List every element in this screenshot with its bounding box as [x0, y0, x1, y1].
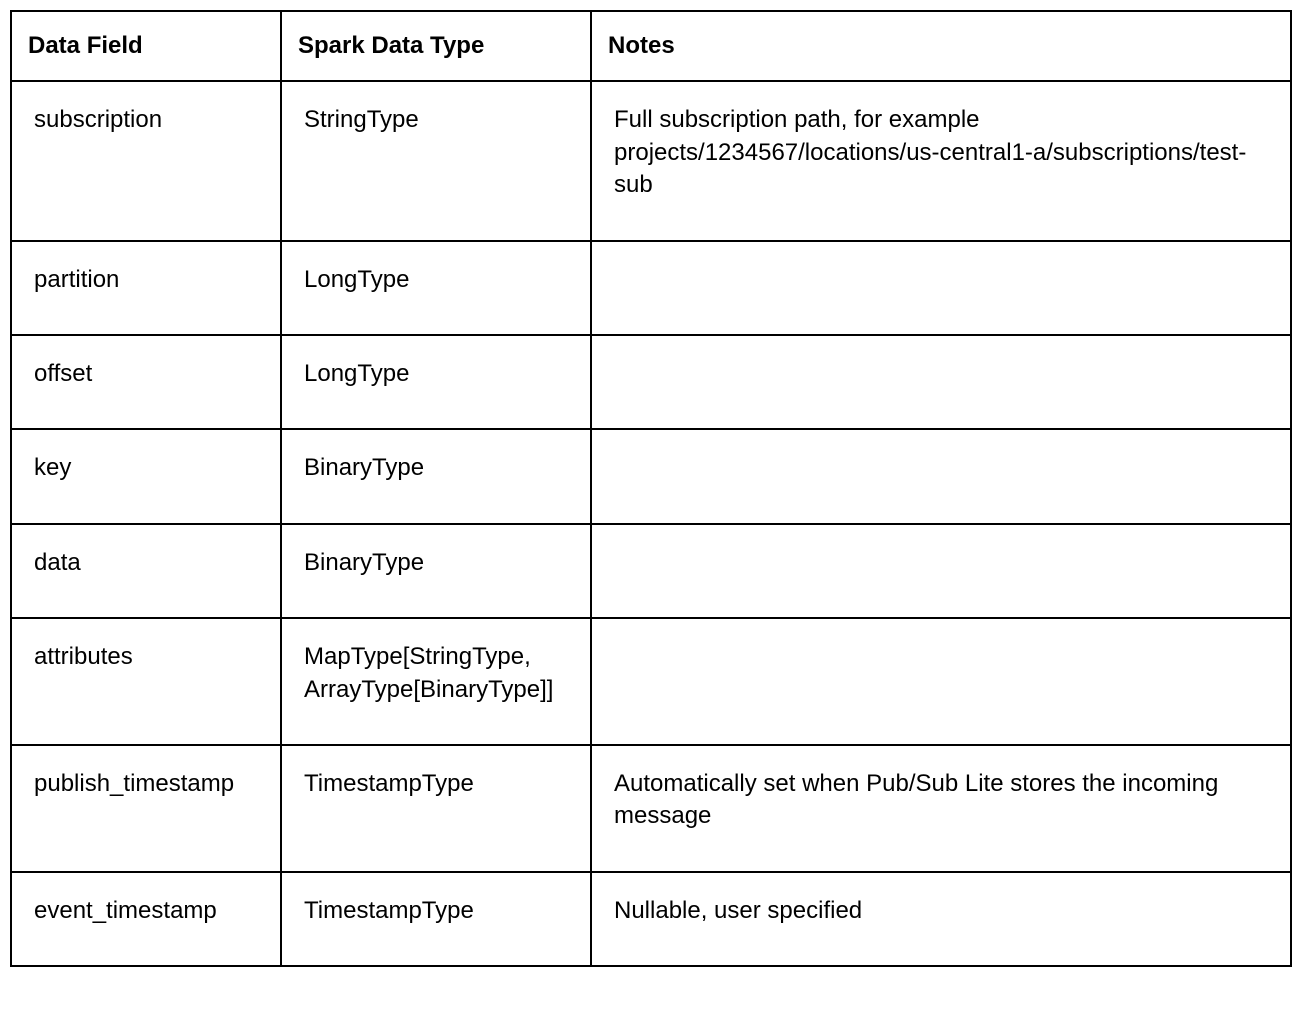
- table-header-row: Data Field Spark Data Type Notes: [11, 11, 1291, 81]
- cell-spark-type: BinaryType: [281, 524, 591, 618]
- table-row: data BinaryType: [11, 524, 1291, 618]
- cell-notes: [591, 618, 1291, 745]
- cell-notes: Nullable, user specified: [591, 872, 1291, 966]
- cell-spark-type: BinaryType: [281, 429, 591, 523]
- table-row: attributes MapType[StringType, ArrayType…: [11, 618, 1291, 745]
- column-header-data-field: Data Field: [11, 11, 281, 81]
- cell-data-field: key: [11, 429, 281, 523]
- column-header-notes: Notes: [591, 11, 1291, 81]
- cell-data-field: data: [11, 524, 281, 618]
- table-row: publish_timestamp TimestampType Automati…: [11, 745, 1291, 872]
- table-row: event_timestamp TimestampType Nullable, …: [11, 872, 1291, 966]
- cell-data-field: publish_timestamp: [11, 745, 281, 872]
- table-row: key BinaryType: [11, 429, 1291, 523]
- cell-notes: [591, 241, 1291, 335]
- cell-notes: [591, 335, 1291, 429]
- cell-notes: [591, 524, 1291, 618]
- cell-spark-type: TimestampType: [281, 745, 591, 872]
- cell-notes: [591, 429, 1291, 523]
- cell-data-field: attributes: [11, 618, 281, 745]
- table-row: partition LongType: [11, 241, 1291, 335]
- cell-spark-type: MapType[StringType, ArrayType[BinaryType…: [281, 618, 591, 745]
- cell-data-field: subscription: [11, 81, 281, 240]
- cell-data-field: event_timestamp: [11, 872, 281, 966]
- cell-notes: Full subscription path, for example proj…: [591, 81, 1291, 240]
- cell-data-field: partition: [11, 241, 281, 335]
- cell-notes: Automatically set when Pub/Sub Lite stor…: [591, 745, 1291, 872]
- table-row: offset LongType: [11, 335, 1291, 429]
- cell-spark-type: StringType: [281, 81, 591, 240]
- column-header-spark-data-type: Spark Data Type: [281, 11, 591, 81]
- table-row: subscription StringType Full subscriptio…: [11, 81, 1291, 240]
- data-type-table: Data Field Spark Data Type Notes subscri…: [10, 10, 1292, 967]
- cell-spark-type: LongType: [281, 241, 591, 335]
- cell-spark-type: TimestampType: [281, 872, 591, 966]
- cell-spark-type: LongType: [281, 335, 591, 429]
- cell-data-field: offset: [11, 335, 281, 429]
